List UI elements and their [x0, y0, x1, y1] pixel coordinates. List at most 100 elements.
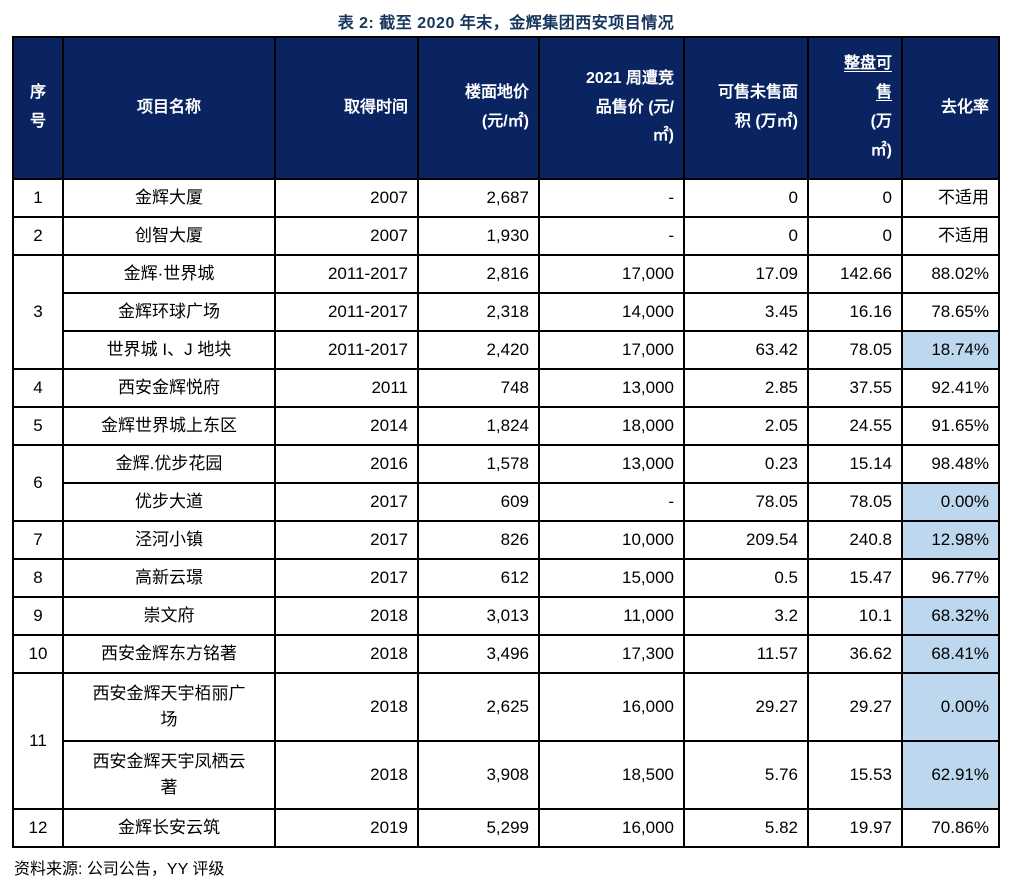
- cell-acquisition-time: 2011-2017: [274, 330, 419, 370]
- col-header-competitor-price-2021: 2021 周遭竞 品售价 (元/ ㎡): [538, 36, 685, 180]
- cell-no: 6: [12, 444, 64, 522]
- cell-absorption-rate: 96.77%: [901, 558, 1000, 598]
- cell-floor-price: 748: [417, 368, 540, 408]
- cell-competitor-price: 17,000: [538, 330, 685, 370]
- cell-acquisition-time: 2018: [274, 634, 419, 674]
- cell-total-sellable: 0: [807, 178, 903, 218]
- cell-no: 8: [12, 558, 64, 598]
- col-header-no: 序 号: [12, 36, 64, 180]
- cell-acquisition-time: 2018: [274, 740, 419, 810]
- cell-project-name: 高新云璟: [62, 558, 276, 598]
- col-header-absorption-rate: 去化率: [901, 36, 1000, 180]
- cell-unsold-area: 11.57: [683, 634, 809, 674]
- cell-total-sellable: 19.97: [807, 808, 903, 848]
- cell-total-sellable: 24.55: [807, 406, 903, 446]
- cell-no: 12: [12, 808, 64, 848]
- cell-no: 9: [12, 596, 64, 636]
- cell-unsold-area: 2.05: [683, 406, 809, 446]
- cell-project-name: 金辉世界城上东区: [62, 406, 276, 446]
- cell-absorption-rate: 88.02%: [901, 254, 1000, 294]
- cell-absorption-rate: 0.00%: [901, 672, 1000, 742]
- cell-project-name: 金辉环球广场: [62, 292, 276, 332]
- cell-project-name: 西安金辉天宇栢丽广场: [62, 672, 276, 742]
- cell-competitor-price: -: [538, 482, 685, 522]
- cell-unsold-area: 3.2: [683, 596, 809, 636]
- cell-absorption-rate: 18.74%: [901, 330, 1000, 370]
- cell-project-name: 优步大道: [62, 482, 276, 522]
- cell-absorption-rate: 92.41%: [901, 368, 1000, 408]
- cell-floor-price: 2,625: [417, 672, 540, 742]
- cell-competitor-price: 17,000: [538, 254, 685, 294]
- cell-no: 11: [12, 672, 64, 810]
- cell-total-sellable: 37.55: [807, 368, 903, 408]
- cell-unsold-area: 2.85: [683, 368, 809, 408]
- cell-floor-price: 3,496: [417, 634, 540, 674]
- cell-competitor-price: 15,000: [538, 558, 685, 598]
- table-row: 10 西安金辉东方铭著 2018 3,496 17,300 11.57 36.6…: [12, 634, 1000, 674]
- cell-unsold-area: 5.82: [683, 808, 809, 848]
- cell-floor-price: 609: [417, 482, 540, 522]
- cell-unsold-area: 5.76: [683, 740, 809, 810]
- cell-project-name: 金辉.优步花园: [62, 444, 276, 484]
- cell-project-name: 金辉大厦: [62, 178, 276, 218]
- cell-absorption-rate: 不适用: [901, 216, 1000, 256]
- cell-unsold-area: 3.45: [683, 292, 809, 332]
- cell-floor-price: 612: [417, 558, 540, 598]
- cell-unsold-area: 0: [683, 216, 809, 256]
- cell-acquisition-time: 2011-2017: [274, 254, 419, 294]
- cell-absorption-rate: 68.32%: [901, 596, 1000, 636]
- cell-project-name: 泾河小镇: [62, 520, 276, 560]
- cell-competitor-price: 18,500: [538, 740, 685, 810]
- cell-acquisition-time: 2011: [274, 368, 419, 408]
- cell-total-sellable: 78.05: [807, 482, 903, 522]
- cell-absorption-rate: 0.00%: [901, 482, 1000, 522]
- cell-acquisition-time: 2018: [274, 672, 419, 742]
- cell-absorption-rate: 98.48%: [901, 444, 1000, 484]
- col-header-project-name: 项目名称: [62, 36, 276, 180]
- cell-absorption-rate: 91.65%: [901, 406, 1000, 446]
- cell-project-name: 崇文府: [62, 596, 276, 636]
- cell-total-sellable: 0: [807, 216, 903, 256]
- table-row: 9 崇文府 2018 3,013 11,000 3.2 10.1 68.32%: [12, 596, 1000, 636]
- cell-competitor-price: 16,000: [538, 672, 685, 742]
- cell-project-name: 金辉·世界城: [62, 254, 276, 294]
- col-header-floor-price: 楼面地价 (元/㎡): [417, 36, 540, 180]
- cell-competitor-price: -: [538, 216, 685, 256]
- table-row: 优步大道 2017 609 - 78.05 78.05 0.00%: [13, 482, 1000, 522]
- cell-competitor-price: 10,000: [538, 520, 685, 560]
- cell-total-sellable: 10.1: [807, 596, 903, 636]
- cell-floor-price: 2,816: [417, 254, 540, 294]
- cell-acquisition-time: 2019: [274, 808, 419, 848]
- cell-acquisition-time: 2016: [274, 444, 419, 484]
- cell-no: 4: [12, 368, 64, 408]
- cell-absorption-rate: 68.41%: [901, 634, 1000, 674]
- cell-no: 3: [12, 254, 64, 370]
- cell-floor-price: 3,013: [417, 596, 540, 636]
- cell-acquisition-time: 2017: [274, 558, 419, 598]
- cell-absorption-rate: 70.86%: [901, 808, 1000, 848]
- cell-no: 7: [12, 520, 64, 560]
- cell-unsold-area: 0.5: [683, 558, 809, 598]
- table-row: 8 高新云璟 2017 612 15,000 0.5 15.47 96.77%: [12, 558, 1000, 598]
- table-row: 金辉环球广场 2011-2017 2,318 14,000 3.45 16.16…: [13, 292, 1000, 332]
- table-row: 6 金辉.优步花园 2016 1,578 13,000 0.23 15.14 9…: [12, 444, 1000, 522]
- col-header-acquisition-time: 取得时间: [274, 36, 419, 180]
- cell-total-sellable: 78.05: [807, 330, 903, 370]
- col-header-sellable-unsold-area: 可售未售面 积 (万㎡): [683, 36, 809, 180]
- cell-total-sellable: 16.16: [807, 292, 903, 332]
- table-row: 12 金辉长安云筑 2019 5,299 16,000 5.82 19.97 7…: [12, 808, 1000, 848]
- cell-unsold-area: 0: [683, 178, 809, 218]
- table-row: 2 创智大厦 2007 1,930 - 0 0 不适用: [12, 216, 1000, 256]
- cell-acquisition-time: 2017: [274, 520, 419, 560]
- cell-unsold-area: 63.42: [683, 330, 809, 370]
- header-row: 序 号 项目名称 取得时间 楼面地价 (元/㎡) 2021 周遭竞 品售价 (元…: [12, 36, 1000, 180]
- cell-competitor-price: 14,000: [538, 292, 685, 332]
- table-row: 3 金辉·世界城 2011-2017 2,816 17,000 17.09 14…: [12, 254, 1000, 370]
- cell-project-name: 西安金辉天宇凤栖云著: [62, 740, 276, 810]
- cell-floor-price: 826: [417, 520, 540, 560]
- table-row: 4 西安金辉悦府 2011 748 13,000 2.85 37.55 92.4…: [12, 368, 1000, 408]
- cell-total-sellable: 15.14: [807, 444, 903, 484]
- cell-total-sellable: 142.66: [807, 254, 903, 294]
- cell-unsold-area: 29.27: [683, 672, 809, 742]
- cell-project-name: 世界城 I、J 地块: [62, 330, 276, 370]
